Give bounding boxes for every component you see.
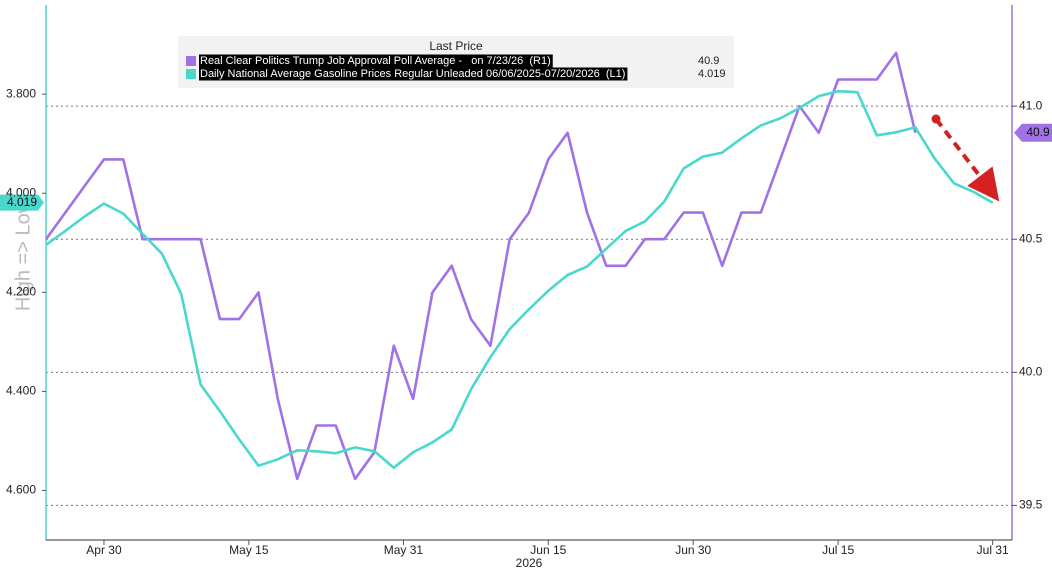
legend-title: Last Price	[429, 39, 483, 53]
value-tags: 40.9 4.019	[0, 123, 1052, 211]
x-tick-label: Jun 30	[675, 543, 711, 557]
lines	[44, 51, 994, 481]
legend-label: Real Clear Politics Trump Job Approval P…	[200, 55, 551, 67]
x-tick-label: Jul 31	[977, 543, 1009, 557]
legend-value: 40.9	[698, 55, 719, 67]
value-tag-label: 4.019	[7, 195, 37, 209]
annotation-dot	[931, 114, 941, 124]
x-tick-label: Apr 30	[86, 543, 122, 557]
y2-tick-label: 39.5	[1019, 498, 1043, 512]
y2-tick-label: 40.5	[1019, 231, 1043, 245]
x-axis-title: 2026	[516, 556, 543, 570]
annotation-arrow	[934, 117, 1000, 202]
legend: Last Price Real Clear Politics Trump Job…	[178, 36, 734, 88]
y-tick-label: 3.800	[6, 86, 36, 100]
y2-tick-label: 40.0	[1019, 364, 1043, 378]
y2-tick-label: 41.0	[1019, 98, 1043, 112]
value-tag	[1014, 123, 1052, 142]
grid	[46, 105, 1012, 506]
x-tick-label: May 31	[384, 543, 424, 557]
x-tick-label: Jun 15	[530, 543, 566, 557]
legend-highlight	[199, 67, 628, 81]
value-tag-label: 40.9	[1026, 125, 1050, 139]
value-tag	[0, 194, 44, 211]
x-tick-label: Jul 15	[822, 543, 854, 557]
x-tick-label: May 15	[229, 543, 269, 557]
legend-swatch	[186, 56, 196, 66]
series-line	[45, 89, 994, 469]
y-tick-label: 4.000	[6, 185, 36, 199]
legend-highlight	[199, 54, 553, 68]
y-tick-label: 4.600	[6, 483, 36, 497]
legend-value: 4.019	[698, 68, 726, 80]
y-tick-label: 4.400	[6, 384, 36, 398]
series-line	[44, 51, 917, 481]
legend-swatch	[186, 69, 196, 79]
y-tick-label: 4.200	[6, 284, 36, 298]
y-axis-title: High => Low	[12, 198, 34, 311]
legend-label: Daily National Average Gasoline Prices R…	[200, 68, 625, 80]
